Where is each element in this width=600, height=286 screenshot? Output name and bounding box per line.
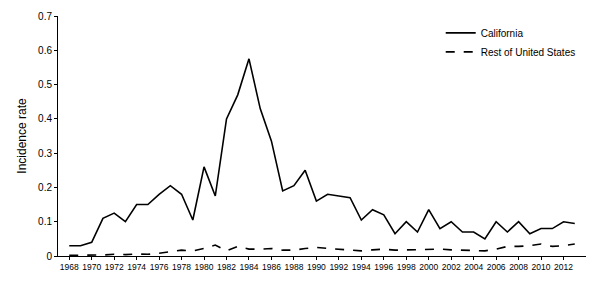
svg-text:2010: 2010 xyxy=(532,262,551,272)
svg-text:1972: 1972 xyxy=(105,262,124,272)
svg-text:1994: 1994 xyxy=(352,262,371,272)
svg-text:2004: 2004 xyxy=(464,262,483,272)
svg-text:1992: 1992 xyxy=(329,262,348,272)
svg-text:2002: 2002 xyxy=(442,262,461,272)
svg-text:1978: 1978 xyxy=(172,262,191,272)
svg-text:0.1: 0.1 xyxy=(38,216,52,227)
svg-text:0.3: 0.3 xyxy=(38,148,52,159)
svg-text:1996: 1996 xyxy=(374,262,393,272)
svg-text:1970: 1970 xyxy=(82,262,101,272)
svg-text:Incidence rate: Incidence rate xyxy=(15,98,29,174)
svg-text:1998: 1998 xyxy=(397,262,416,272)
svg-text:1980: 1980 xyxy=(195,262,214,272)
svg-text:0: 0 xyxy=(46,251,52,262)
svg-text:California: California xyxy=(481,28,524,39)
svg-text:2012: 2012 xyxy=(554,262,573,272)
svg-text:1968: 1968 xyxy=(60,262,79,272)
svg-text:1990: 1990 xyxy=(307,262,326,272)
svg-text:0.6: 0.6 xyxy=(38,45,52,56)
svg-text:1988: 1988 xyxy=(284,262,303,272)
svg-text:1986: 1986 xyxy=(262,262,281,272)
svg-text:2000: 2000 xyxy=(419,262,438,272)
svg-text:1976: 1976 xyxy=(150,262,169,272)
svg-text:0.4: 0.4 xyxy=(38,113,52,124)
svg-text:2008: 2008 xyxy=(509,262,528,272)
svg-text:0.2: 0.2 xyxy=(38,182,52,193)
svg-text:Rest of United States: Rest of United States xyxy=(481,47,575,58)
svg-text:2006: 2006 xyxy=(487,262,506,272)
svg-text:0.5: 0.5 xyxy=(38,79,52,90)
svg-text:1982: 1982 xyxy=(217,262,236,272)
svg-text:1984: 1984 xyxy=(240,262,259,272)
svg-text:1974: 1974 xyxy=(127,262,146,272)
svg-text:0.7: 0.7 xyxy=(38,11,52,22)
